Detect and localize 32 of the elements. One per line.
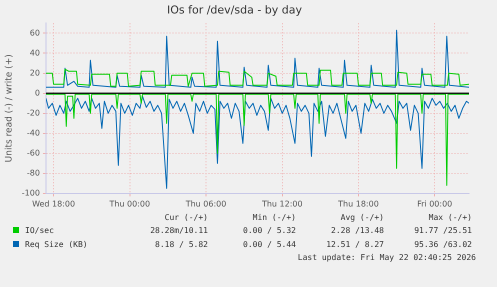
- y-tick-label: 0: [34, 88, 40, 98]
- y-tick-label: 60: [30, 28, 40, 38]
- x-tick-label: Thu 06:00: [184, 199, 226, 208]
- y-tick-label: -40: [26, 128, 40, 138]
- y-tick-label: -60: [26, 148, 40, 158]
- x-tick-label: Thu 12:00: [260, 199, 303, 208]
- text: Cur (-/+): [164, 212, 209, 224]
- x-tick-label: Wed 18:00: [32, 199, 76, 208]
- text: Last update: Fri May 22 02:40:25 2026: [296, 252, 477, 264]
- y-tick-label: 20: [30, 68, 40, 78]
- text: 28.28m/10.11: [149, 225, 209, 237]
- x-tick-label: Fri 00:00: [417, 199, 452, 208]
- text: Avg (-/+): [340, 212, 385, 224]
- text: Min (-/+): [252, 212, 297, 224]
- y-axis-title: Units read (-) / write (+): [4, 54, 15, 162]
- text: 95.36 /63.02: [413, 239, 473, 251]
- legend-label: IO/sec: [25, 226, 54, 235]
- x-tick-label: Thu 18:00: [337, 199, 379, 208]
- x-tick-label: Thu 00:00: [108, 199, 150, 208]
- y-tick-label: -100: [22, 188, 40, 198]
- chart-title: IOs for /dev/sda - by day: [166, 3, 303, 16]
- text: 2.28 /13.48: [330, 225, 385, 237]
- text: 12.51 / 8.27: [325, 239, 385, 251]
- text: 0.00 / 5.44: [242, 239, 297, 251]
- y-tick-label: -20: [26, 108, 40, 118]
- legend-label: Req Size (KB): [25, 240, 88, 249]
- y-tick-label: -80: [26, 168, 40, 178]
- text: 91.77 /25.51: [413, 225, 473, 237]
- y-tick-label: 40: [30, 48, 40, 58]
- text: Max (-/+): [428, 212, 473, 224]
- text: 0.00 / 5.32: [242, 225, 297, 237]
- text: 8.18 / 5.82: [154, 239, 209, 251]
